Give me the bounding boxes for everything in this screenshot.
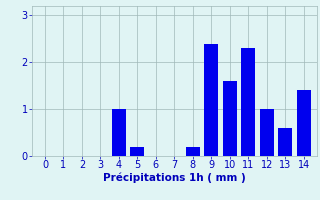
Bar (131, 147, 144, 156)
Bar (260, 109, 274, 156)
Bar (186, 147, 200, 156)
Bar (223, 81, 237, 156)
Bar (278, 128, 292, 156)
Bar (297, 90, 311, 156)
Bar (112, 109, 126, 156)
Bar (204, 44, 218, 156)
Bar (241, 48, 255, 156)
X-axis label: Précipitations 1h ( mm ): Précipitations 1h ( mm ) (103, 173, 246, 183)
